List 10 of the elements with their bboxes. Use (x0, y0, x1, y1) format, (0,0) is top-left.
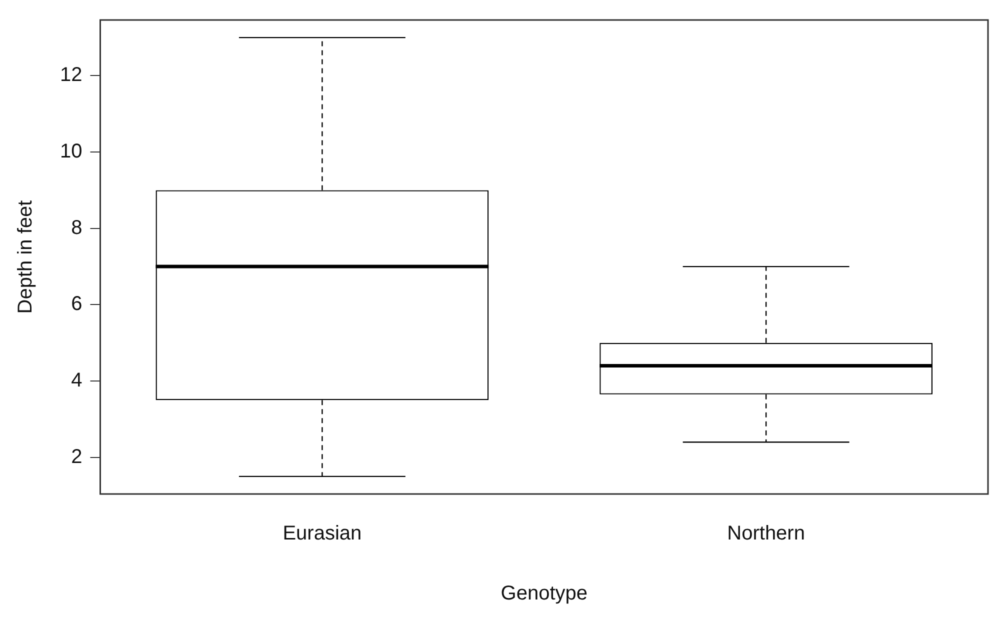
y-tick-label: 6 (71, 293, 82, 316)
x-tick-label: Northern (727, 522, 805, 545)
x-tick-label: Eurasian (282, 522, 362, 545)
x-axis-title: Genotype (500, 582, 588, 605)
y-tick-label: 8 (71, 216, 82, 239)
y-tick-label: 2 (71, 446, 82, 468)
y-axis-title: Depth in feet (14, 200, 37, 314)
y-tick-label: 4 (71, 370, 82, 392)
y-tick-label: 12 (60, 64, 82, 86)
y-tick-label: 10 (60, 140, 82, 163)
